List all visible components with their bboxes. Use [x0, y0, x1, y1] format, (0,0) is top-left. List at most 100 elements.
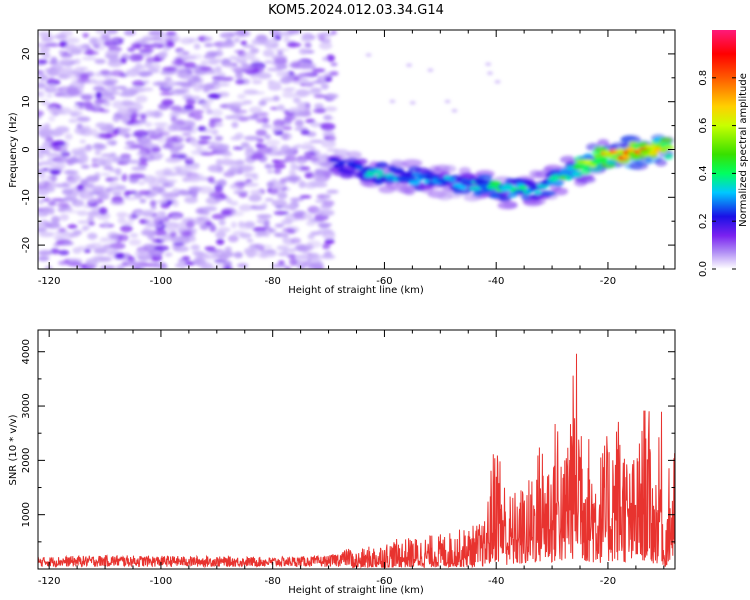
noise-blob	[198, 136, 212, 140]
noise-blob	[111, 176, 120, 181]
noise-blob	[115, 167, 122, 176]
noise-blob	[68, 178, 79, 185]
signal-blob	[443, 164, 457, 173]
signal-blob	[401, 159, 423, 168]
noise-blob	[95, 30, 106, 35]
noise-blob	[196, 147, 203, 154]
noise-blob	[48, 202, 57, 207]
noise-blob	[271, 54, 288, 62]
noise-blob	[320, 209, 335, 216]
noise-blob	[127, 190, 138, 195]
noise-blob	[204, 36, 213, 42]
noise-blob	[193, 43, 201, 50]
noise-blob	[250, 58, 260, 63]
noise-blob	[311, 68, 326, 73]
noise-blob	[215, 65, 222, 72]
noise-blob	[135, 103, 144, 111]
noise-blob	[38, 231, 55, 238]
noise-blob	[44, 43, 60, 47]
noise-blob	[89, 242, 103, 250]
noise-blob	[487, 71, 493, 75]
noise-blob	[58, 250, 70, 256]
noise-blob	[116, 212, 128, 218]
noise-blob	[287, 30, 301, 35]
noise-blob	[64, 133, 73, 140]
noise-blob	[322, 242, 331, 250]
spectrogram-y-label: Frequency (Hz)	[8, 112, 19, 188]
noise-blob	[320, 203, 333, 210]
noise-blob	[42, 206, 51, 213]
noise-blob	[144, 110, 156, 118]
noise-blob	[230, 65, 243, 72]
noise-blob	[314, 168, 324, 175]
signal-blob	[571, 171, 580, 177]
noise-blob	[60, 151, 71, 158]
noise-blob	[94, 58, 106, 64]
noise-blob	[66, 210, 80, 214]
noise-blob	[38, 227, 47, 233]
noise-blob	[200, 60, 209, 65]
noise-blob	[314, 150, 321, 155]
noise-blob	[256, 244, 273, 249]
noise-blob	[125, 140, 136, 146]
noise-blob	[40, 34, 54, 41]
noise-blob	[45, 222, 61, 229]
noise-blob	[221, 152, 233, 157]
noise-blob	[249, 106, 263, 114]
snr-x-label: Height of straight line (km)	[288, 585, 424, 596]
noise-blob	[274, 48, 290, 52]
colorbar-tick-label: 0.6	[698, 118, 709, 134]
noise-blob	[296, 215, 306, 221]
noise-blob	[112, 100, 123, 109]
noise-blob	[101, 153, 115, 157]
noise-blob	[93, 255, 107, 263]
noise-blob	[83, 249, 91, 253]
noise-blob	[237, 263, 249, 268]
noise-blob	[241, 164, 255, 172]
noise-blob	[56, 33, 67, 41]
noise-blob	[131, 111, 138, 118]
noise-blob	[223, 171, 235, 178]
noise-blob	[290, 237, 302, 244]
noise-blob	[216, 83, 231, 87]
spectrogram-x-tick-label: -60	[376, 276, 392, 287]
noise-blob	[252, 113, 259, 120]
noise-blob	[314, 103, 324, 110]
noise-blob	[63, 196, 74, 202]
noise-blob	[302, 65, 316, 70]
noise-blob	[324, 238, 335, 245]
noise-blob	[38, 222, 45, 228]
noise-blob	[233, 109, 248, 114]
noise-blob	[91, 163, 100, 168]
noise-blob	[138, 180, 146, 186]
noise-blob	[182, 132, 192, 137]
noise-blob	[243, 89, 258, 95]
noise-blob	[52, 140, 66, 147]
signal-blob	[627, 147, 635, 153]
noise-blob	[218, 254, 229, 261]
noise-blob	[278, 183, 286, 190]
noise-blob	[228, 55, 241, 61]
noise-blob	[192, 250, 204, 256]
noise-blob	[310, 174, 325, 179]
noise-blob	[44, 67, 58, 73]
noise-blob	[149, 37, 162, 41]
noise-blob	[243, 221, 256, 228]
noise-blob	[255, 117, 270, 124]
noise-blob	[189, 109, 205, 114]
noise-blob	[144, 122, 153, 127]
noise-blob	[235, 79, 245, 85]
noise-blob	[123, 196, 138, 201]
spectrogram-blobs	[38, 30, 675, 269]
noise-blob	[120, 115, 130, 124]
noise-blob	[82, 225, 91, 230]
noise-blob	[297, 264, 306, 269]
colorbar-tick-label: 0.4	[698, 165, 709, 181]
noise-blob	[242, 44, 255, 48]
noise-blob	[46, 94, 53, 98]
noise-blob	[39, 128, 55, 135]
noise-blob	[207, 164, 224, 173]
noise-blob	[224, 265, 231, 269]
noise-blob	[199, 223, 209, 231]
noise-blob	[256, 214, 273, 219]
